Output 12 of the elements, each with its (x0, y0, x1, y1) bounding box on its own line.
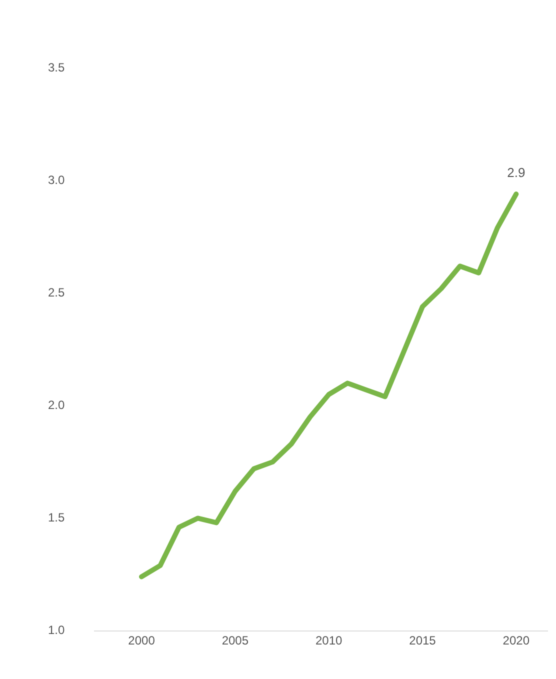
y-tick-label: 3.5 (48, 60, 65, 74)
y-tick-label: 1.5 (48, 510, 65, 525)
y-tick-label: 2.0 (48, 398, 65, 412)
x-tick-label: 2005 (222, 633, 249, 648)
y-tick-label: 3.0 (48, 172, 65, 187)
x-tick-label: 2020 (502, 633, 530, 648)
y-tick-label: 1.0 (48, 623, 65, 638)
data-label: 2.9 (507, 165, 526, 180)
x-tick-label: 2015 (409, 633, 436, 648)
y-tick-label: 2.5 (48, 285, 65, 300)
x-tick-label: 2010 (315, 633, 343, 648)
x-tick-label: 2000 (128, 633, 156, 648)
